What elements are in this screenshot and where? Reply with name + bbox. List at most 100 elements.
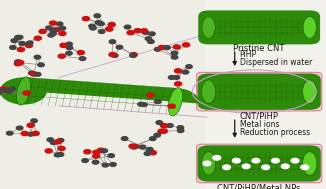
FancyBboxPatch shape — [197, 72, 322, 111]
FancyBboxPatch shape — [198, 10, 320, 44]
Circle shape — [6, 90, 12, 93]
Circle shape — [14, 62, 22, 66]
Circle shape — [59, 31, 66, 36]
Circle shape — [149, 32, 155, 36]
Text: Dispersed in water: Dispersed in water — [240, 58, 312, 67]
Circle shape — [281, 164, 289, 169]
Ellipse shape — [303, 152, 317, 175]
Circle shape — [134, 29, 141, 33]
Circle shape — [58, 146, 65, 151]
Text: PiHP: PiHP — [240, 50, 257, 59]
Circle shape — [93, 154, 100, 158]
Circle shape — [57, 139, 64, 142]
Bar — [0, 0, 205, 189]
Circle shape — [164, 46, 170, 50]
Circle shape — [98, 22, 104, 26]
Circle shape — [173, 76, 180, 79]
Circle shape — [89, 24, 95, 28]
Ellipse shape — [201, 80, 216, 103]
Circle shape — [50, 141, 57, 145]
Circle shape — [183, 43, 190, 47]
Circle shape — [1, 89, 7, 92]
Circle shape — [213, 156, 221, 160]
Circle shape — [291, 158, 299, 163]
Circle shape — [156, 121, 162, 124]
Circle shape — [54, 153, 61, 157]
Circle shape — [140, 145, 146, 149]
Circle shape — [16, 126, 23, 130]
Circle shape — [17, 47, 24, 52]
Circle shape — [90, 26, 96, 30]
Circle shape — [66, 42, 72, 46]
Circle shape — [148, 40, 154, 43]
Circle shape — [53, 28, 60, 32]
Ellipse shape — [303, 80, 317, 103]
Circle shape — [121, 137, 128, 140]
Circle shape — [27, 123, 34, 127]
Circle shape — [130, 54, 136, 57]
Circle shape — [32, 131, 39, 136]
Circle shape — [0, 92, 1, 95]
Circle shape — [182, 70, 189, 74]
Circle shape — [301, 165, 309, 170]
Polygon shape — [0, 77, 199, 105]
Circle shape — [138, 102, 144, 106]
Circle shape — [168, 104, 175, 108]
Circle shape — [158, 129, 165, 133]
Circle shape — [21, 131, 28, 136]
Circle shape — [232, 158, 240, 163]
Circle shape — [109, 40, 116, 43]
Circle shape — [186, 65, 192, 68]
Circle shape — [174, 69, 182, 73]
Circle shape — [66, 51, 72, 55]
Circle shape — [155, 100, 161, 104]
Circle shape — [262, 165, 270, 170]
Circle shape — [56, 22, 63, 26]
Circle shape — [160, 123, 168, 128]
Circle shape — [124, 25, 131, 29]
Circle shape — [39, 29, 46, 33]
Ellipse shape — [201, 152, 216, 175]
Circle shape — [169, 76, 175, 79]
Circle shape — [50, 29, 56, 32]
Circle shape — [129, 144, 136, 148]
Text: Pristine CNT: Pristine CNT — [233, 44, 285, 53]
Circle shape — [54, 140, 62, 144]
Text: Metal ions: Metal ions — [240, 120, 279, 129]
Ellipse shape — [169, 88, 183, 116]
Circle shape — [97, 148, 105, 152]
FancyBboxPatch shape — [198, 74, 321, 110]
Circle shape — [132, 144, 139, 149]
Circle shape — [144, 152, 151, 156]
Circle shape — [147, 93, 154, 97]
Circle shape — [82, 159, 88, 163]
FancyBboxPatch shape — [197, 144, 322, 183]
Circle shape — [252, 158, 260, 163]
Circle shape — [79, 57, 86, 60]
Circle shape — [9, 87, 15, 91]
Circle shape — [171, 55, 178, 59]
Circle shape — [177, 129, 184, 132]
Circle shape — [155, 47, 161, 51]
Circle shape — [58, 54, 65, 58]
Circle shape — [110, 163, 116, 166]
Circle shape — [19, 42, 25, 45]
Ellipse shape — [16, 77, 30, 105]
Circle shape — [127, 31, 134, 35]
Text: Reduction process: Reduction process — [240, 128, 310, 137]
Circle shape — [160, 129, 167, 133]
Circle shape — [203, 161, 211, 166]
Circle shape — [111, 53, 118, 57]
Circle shape — [10, 46, 16, 49]
Circle shape — [145, 37, 152, 41]
Circle shape — [34, 36, 41, 40]
Ellipse shape — [202, 16, 215, 38]
Circle shape — [15, 60, 21, 64]
Circle shape — [92, 160, 99, 164]
Circle shape — [109, 53, 116, 57]
Circle shape — [146, 147, 153, 151]
Circle shape — [94, 14, 100, 18]
Circle shape — [77, 50, 84, 55]
Circle shape — [272, 158, 279, 163]
Text: CNT/PiHP/Metal NPs: CNT/PiHP/Metal NPs — [217, 183, 301, 189]
